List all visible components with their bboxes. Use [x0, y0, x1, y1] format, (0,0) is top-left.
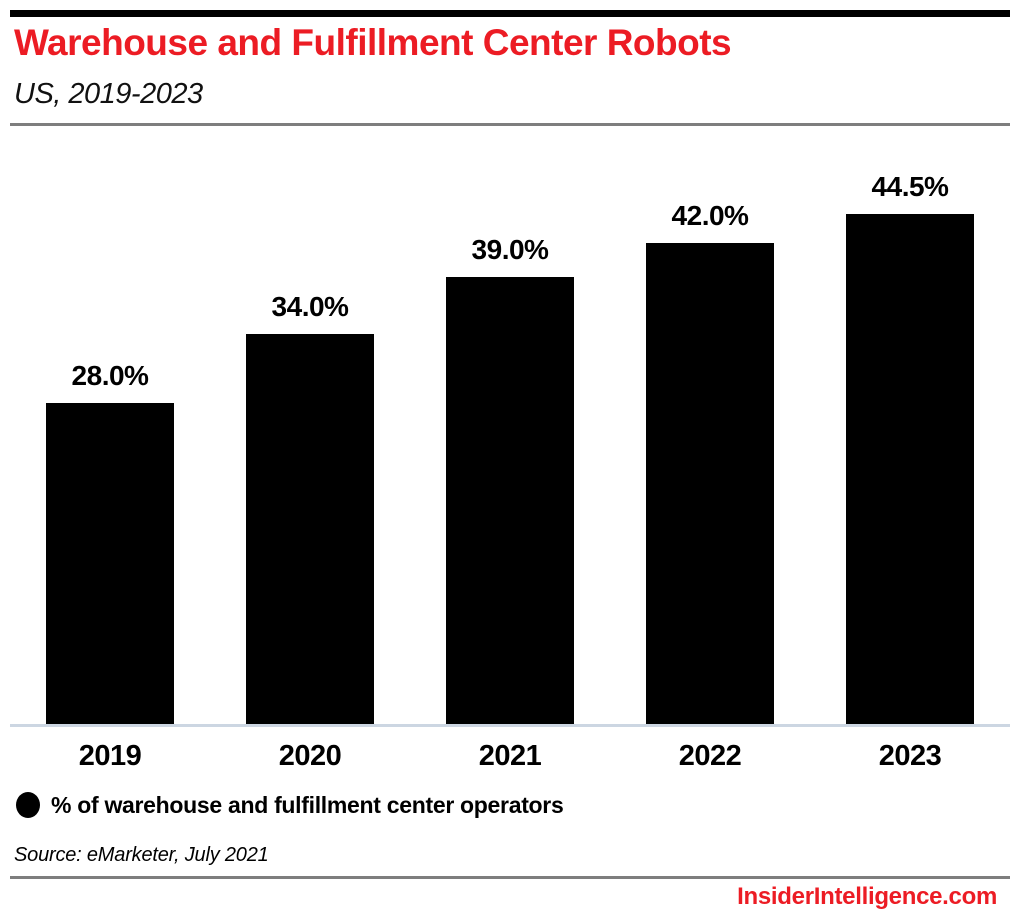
bar-value-label-2023: 44.5% — [871, 171, 949, 202]
x-axis-label-2020: 2020 — [278, 740, 342, 772]
x-axis-label-2021: 2021 — [478, 740, 542, 772]
bar-value-label-2021: 39.0% — [471, 234, 549, 265]
top-accent-bar — [10, 10, 1010, 17]
plot-area: 28.0% 34.0% 39.0% 42.0% 44.5% — [0, 140, 1020, 725]
legend-marker-icon — [16, 792, 40, 818]
x-axis-label-2019: 2019 — [78, 740, 142, 772]
bar-2021 — [446, 277, 574, 725]
bar-value-label-2019: 28.0% — [71, 360, 149, 391]
site-link[interactable]: InsiderIntelligence.com — [737, 883, 997, 910]
x-axis-label-2022: 2022 — [678, 740, 742, 772]
header-divider — [10, 123, 1010, 126]
bar-2019 — [46, 403, 174, 725]
legend-label: % of warehouse and fulfillment center op… — [51, 791, 564, 818]
x-axis-line — [10, 724, 1010, 727]
bar-2020 — [246, 334, 374, 725]
bar-value-label-2020: 34.0% — [271, 291, 349, 322]
x-axis-label-2023: 2023 — [878, 740, 942, 772]
legend: % of warehouse and fulfillment center op… — [16, 791, 564, 818]
bar-2023 — [846, 214, 974, 725]
page-title: Warehouse and Fulfillment Center Robots — [14, 22, 732, 63]
bar-value-label-2022: 42.0% — [671, 200, 749, 231]
source-text: Source: eMarketer, July 2021 — [14, 844, 269, 866]
page-subtitle: US, 2019-2023 — [14, 78, 203, 110]
footer-divider — [10, 876, 1010, 879]
bar-2022 — [646, 243, 774, 725]
